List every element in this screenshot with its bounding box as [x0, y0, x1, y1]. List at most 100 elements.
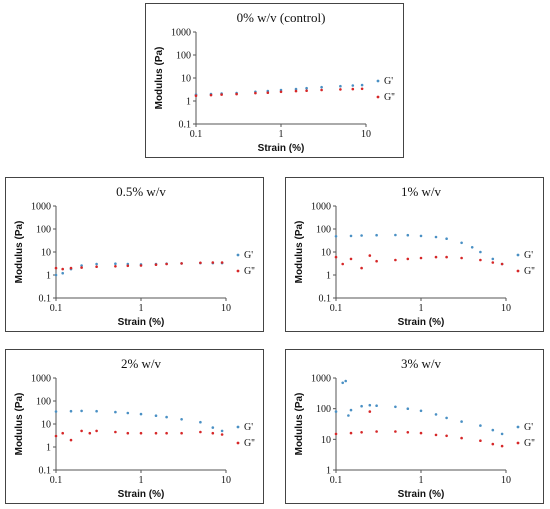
x-tick-label: 1 [139, 303, 144, 314]
y-tick-label: 0.1 [39, 466, 52, 477]
data-point [368, 254, 372, 257]
data-point [406, 257, 410, 261]
data-point [88, 431, 92, 435]
y-tick-label: 10 [181, 74, 191, 85]
legend-marker [376, 95, 380, 99]
y-tick-label: 1000 [31, 374, 51, 385]
data-point [406, 431, 410, 434]
data-point [54, 434, 58, 438]
data-point [165, 415, 168, 419]
chart-title: 1% w/v [401, 184, 442, 199]
x-tick-label: 10 [501, 475, 511, 486]
y-tick-label: 1 [326, 466, 331, 477]
chart-svg-0-5: 0.5% w/v 0.1 1 10 100 1000 0.1 1 10 Strain (%) Mod… [14, 184, 255, 328]
legend-label: G'' [244, 266, 255, 277]
data-point [491, 442, 495, 446]
data-point [351, 87, 355, 91]
data-point [491, 261, 495, 264]
data-point [80, 429, 83, 433]
data-point [341, 262, 344, 266]
series-g-double-prime [334, 410, 504, 448]
data-point [349, 234, 353, 238]
x-tick-label: 0.1 [330, 303, 343, 314]
data-point [54, 273, 58, 277]
y-tick-label: 1000 [171, 28, 191, 39]
data-point [445, 255, 448, 259]
data-point [180, 262, 183, 265]
legend-marker [516, 425, 520, 429]
data-point [460, 256, 463, 260]
data-point [211, 426, 215, 429]
data-point [375, 404, 378, 407]
legend-label: G' [384, 76, 393, 87]
data-point [254, 91, 257, 95]
y-tick-label: 100 [316, 404, 331, 415]
y-tick-label: 0.1 [179, 120, 192, 131]
data-point [500, 262, 504, 266]
y-tick-label: 10 [321, 435, 331, 446]
series-g-prime [334, 233, 504, 266]
data-point [360, 431, 363, 434]
y-tick-label: 100 [316, 225, 331, 236]
data-point [445, 237, 448, 240]
data-point [368, 410, 372, 413]
data-point [220, 433, 224, 436]
legend-marker [236, 253, 240, 257]
y-axis-label: Modulus (Pa) [14, 393, 25, 456]
y-tick-label: 0.1 [39, 294, 52, 305]
chart-panel-0-5: 0.5% w/v 0.1 1 10 100 1000 0.1 1 10 Strain (%) Mod… [5, 177, 264, 332]
chart-title: 0% w/v (control) [237, 10, 326, 25]
data-point [199, 261, 202, 265]
data-point [460, 436, 463, 440]
legend-label: G' [524, 250, 533, 261]
data-point [114, 262, 117, 265]
data-point [139, 264, 143, 267]
y-tick-label: 10 [321, 248, 331, 259]
data-point [165, 431, 168, 435]
y-tick-label: 10 [41, 420, 51, 431]
data-point [69, 438, 73, 442]
data-point [220, 261, 224, 264]
x-tick-label: 10 [221, 303, 231, 314]
data-point [180, 431, 183, 435]
data-point [479, 424, 482, 427]
data-point [199, 430, 202, 434]
x-tick-label: 1 [419, 475, 424, 486]
y-tick-label: 1 [46, 271, 51, 282]
data-point [347, 414, 350, 417]
legend-label: G' [244, 250, 253, 261]
legend-label: G' [524, 422, 533, 433]
y-tick-label: 1 [46, 443, 51, 454]
data-point [500, 432, 504, 436]
x-tick-label: 1 [139, 475, 144, 486]
data-point [360, 404, 363, 408]
data-point [80, 409, 83, 413]
data-point [351, 84, 355, 87]
data-point [61, 431, 64, 435]
data-point [419, 256, 423, 260]
data-point [360, 83, 364, 87]
data-point [434, 255, 438, 259]
data-point [445, 416, 448, 420]
data-point [114, 430, 117, 434]
data-point [61, 267, 64, 271]
series-g-double-prime [334, 254, 504, 270]
chart-panel-2: 2% w/v 0.1 1 10 100 1000 0.1 1 10 Strain (%) Modul… [5, 349, 264, 504]
data-point [334, 255, 338, 259]
data-point [126, 262, 130, 266]
y-tick-label: 100 [36, 397, 51, 408]
series-g-double-prime [194, 87, 364, 97]
data-point [470, 246, 474, 249]
data-point [434, 235, 438, 239]
data-point [334, 410, 338, 413]
chart-title: 0.5% w/v [116, 184, 166, 199]
data-point [419, 409, 423, 413]
legend-label: G'' [384, 92, 395, 103]
series-g-prime [194, 83, 364, 96]
legend-marker [236, 441, 240, 445]
data-point [165, 262, 168, 266]
data-point [334, 432, 338, 436]
data-point [154, 263, 158, 266]
chart-panel-3: 3% w/v 1 10 100 1000 0.1 1 10 Strain (%) Modulus … [285, 349, 544, 504]
y-tick-label: 1000 [31, 202, 51, 213]
